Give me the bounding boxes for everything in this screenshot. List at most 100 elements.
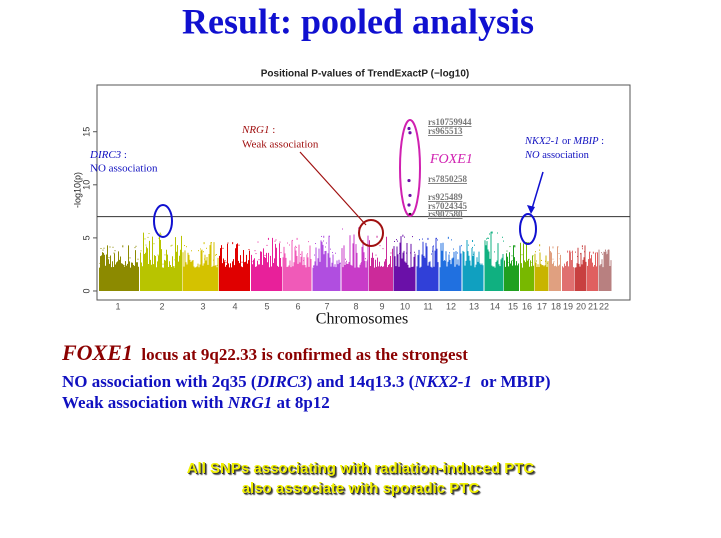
point: [292, 239, 293, 241]
chromosome-points: [393, 234, 416, 291]
point: [186, 246, 187, 248]
summary-text: ) and 14q13.3 (: [306, 372, 415, 391]
footer-line: also associate with sporadic PTC: [241, 480, 480, 497]
point: [570, 251, 572, 253]
point: [279, 241, 281, 243]
point: [289, 244, 290, 246]
chromosome-points: [562, 250, 574, 291]
point: [390, 252, 392, 254]
point: [266, 244, 268, 246]
annotation-text: NO: [524, 150, 540, 161]
chromosome-points: [504, 245, 519, 291]
chromosome-points: [312, 235, 341, 291]
point: [258, 259, 260, 261]
point: [532, 255, 534, 257]
x-tick-label: 16: [522, 301, 532, 311]
point: [396, 239, 397, 241]
point: [582, 248, 583, 250]
snp-point: [407, 126, 411, 131]
point: [502, 236, 503, 238]
x-tick-label: 15: [508, 301, 518, 311]
annotation: NKX2-1 or MBIP :: [524, 136, 604, 147]
point: [345, 258, 346, 260]
point: [330, 248, 331, 250]
annotation: NO association: [524, 150, 590, 161]
point: [379, 245, 381, 247]
point: [274, 240, 276, 242]
point: [248, 249, 250, 251]
summary-text: Weak association with: [62, 393, 228, 412]
chromosome-points: [587, 251, 598, 291]
point: [503, 240, 504, 242]
point: [102, 249, 104, 251]
point: [404, 236, 405, 238]
point: [541, 259, 542, 261]
point: [601, 252, 602, 254]
x-tick-label: 6: [295, 301, 300, 311]
snp-point: [407, 203, 411, 207]
gene: DIRC3: [89, 149, 122, 161]
chromosome-points: [282, 237, 312, 291]
point: [449, 252, 450, 254]
point: [569, 250, 571, 252]
point: [539, 249, 540, 251]
x-tick-label: 1: [115, 301, 120, 311]
point: [412, 236, 413, 238]
point: [323, 240, 324, 242]
point: [145, 244, 147, 246]
arrow: [530, 171, 544, 213]
point: [419, 239, 420, 241]
x-tick-label: 22: [599, 301, 609, 311]
x-tick-label: 21: [588, 301, 598, 311]
point: [494, 251, 495, 253]
chromosome-points: [140, 232, 182, 291]
chromosome-points: [369, 235, 393, 291]
point: [453, 248, 454, 250]
point: [335, 252, 336, 254]
x-tick-label: 19: [563, 301, 573, 311]
point: [157, 254, 159, 256]
x-tick-label: 3: [200, 301, 205, 311]
point: [137, 258, 139, 260]
point: [295, 245, 296, 247]
x-tick-label: 2: [159, 301, 164, 311]
x-tick-label: 7: [324, 301, 329, 311]
point: [308, 241, 309, 243]
x-tick-label: 5: [264, 301, 269, 311]
point: [147, 236, 149, 238]
point: [325, 246, 326, 248]
point: [134, 247, 136, 249]
point: [521, 254, 523, 256]
point: [300, 253, 301, 255]
chromosome-points: [341, 227, 369, 291]
point: [129, 257, 131, 259]
point: [595, 252, 597, 254]
point: [206, 247, 207, 249]
point: [264, 254, 266, 256]
point: [171, 244, 173, 246]
summary-text: at 8p12: [272, 393, 330, 412]
chromosome-points: [416, 237, 439, 291]
point: [433, 245, 434, 247]
annotation-text: association: [540, 150, 590, 161]
point: [140, 250, 142, 252]
point: [148, 233, 150, 235]
x-tick-label: 10: [400, 301, 410, 311]
chromosome-points: [574, 245, 587, 291]
point: [160, 234, 162, 236]
y-tick-label: 0: [81, 288, 91, 293]
point: [135, 245, 137, 247]
point: [397, 240, 398, 242]
point: [222, 247, 224, 249]
y-axis-label: -log10(p): [72, 172, 82, 208]
point: [109, 246, 111, 248]
point: [461, 245, 462, 247]
chromosome-points: [182, 242, 219, 291]
point: [437, 239, 438, 241]
chart-title: Positional P-values of TrendExactP (−log…: [261, 69, 470, 80]
x-tick-label: 9: [379, 301, 384, 311]
point: [287, 242, 288, 244]
snp-label: rs7850258: [428, 174, 467, 184]
arrow-head: [527, 205, 535, 214]
